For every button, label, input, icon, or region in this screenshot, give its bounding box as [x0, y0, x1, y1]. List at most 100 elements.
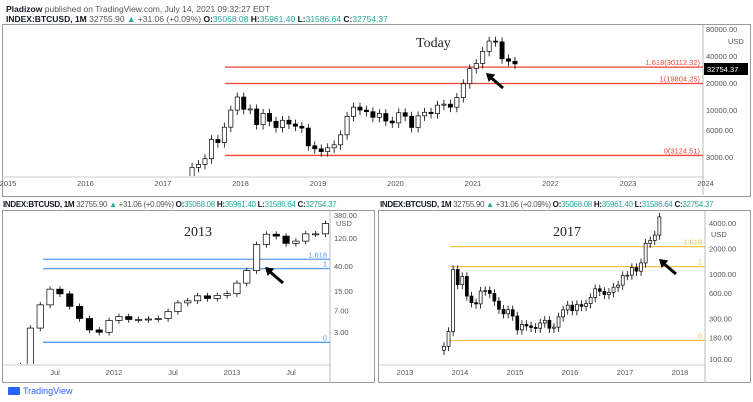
y-tick-label: 600.00 [709, 289, 732, 298]
publish-date: published on TradingView.com, July 14, 2… [44, 4, 270, 14]
candle [305, 127, 311, 147]
y-tick-label: 20000.00 [706, 79, 737, 88]
x-tick-label: 2022 [542, 179, 559, 188]
candle [474, 302, 478, 305]
candle [171, 193, 175, 201]
candle [273, 120, 279, 128]
candle [272, 233, 280, 237]
chart-2: 2013 2014 2015 2016 2017 2018 100.00 180.00 300.… [379, 211, 736, 383]
x-tick-label: 2016 [562, 368, 579, 377]
x-tick-label: 2021 [465, 179, 482, 188]
chart-panel-main[interactable] [2, 24, 751, 197]
candle [493, 40, 499, 43]
fib-level-label: 1.618(30112.32) [646, 58, 701, 67]
candle [262, 233, 270, 245]
candle [442, 345, 446, 351]
candle [363, 109, 369, 113]
ticker-line-main: INDEX:BTCUSD, 1M 32755.90 ▲ +31.06 (+0.0… [6, 14, 388, 24]
candle [66, 293, 74, 307]
candle [280, 119, 285, 128]
candle [260, 112, 266, 125]
candle [547, 319, 552, 329]
fib-level-label: 0 [698, 332, 702, 341]
candle [510, 309, 515, 317]
price-label: 32754.37 [707, 65, 738, 74]
y-tick-label: 300.00 [709, 314, 732, 323]
candle [542, 319, 547, 324]
candle [299, 125, 305, 129]
candle [570, 304, 575, 312]
tradingview-logo[interactable]: TradingView [8, 386, 73, 396]
chart-0: 2015 2016 2017 2018 2019 2020 2021 2022 2023 2024… [0, 25, 748, 201]
fib-level-label: 0(3124.51) [664, 146, 701, 155]
candle [321, 223, 329, 235]
candle [486, 40, 492, 52]
y-tick-label: 7.00 [334, 306, 349, 315]
candle [524, 324, 529, 327]
candle [164, 311, 172, 319]
arrow-head-icon [265, 267, 275, 277]
candle [389, 120, 395, 124]
candle [506, 58, 511, 62]
candle [292, 123, 298, 127]
currency-label: USD [711, 230, 727, 239]
candle [657, 216, 662, 236]
y-tick-label: 2000.00 [709, 244, 736, 253]
candle [234, 96, 240, 111]
chart-1: Jul 2012 Jul 2013 Jul 3.00 7.00 15.00 40.00 120.0… [3, 211, 357, 383]
arrow-head-icon [486, 73, 496, 83]
candle [115, 316, 123, 321]
y-tick-label: 10000.00 [706, 106, 737, 115]
x-tick-label: 2017 [155, 179, 172, 188]
candle [196, 164, 201, 168]
arrow-head-icon [659, 259, 669, 269]
candle [26, 327, 34, 364]
candle [652, 234, 657, 241]
x-tick-label: 2024 [697, 179, 714, 188]
candle [497, 300, 501, 310]
candle [467, 68, 473, 85]
ticker-line-2017: INDEX:BTCUSD, 1M 32755.90 ▲ +31.06 (+0.0… [380, 200, 714, 209]
x-tick-label: 2019 [310, 179, 327, 188]
x-tick-label: 2018 [232, 179, 249, 188]
candle [630, 267, 634, 276]
candle [575, 304, 579, 312]
chart-panel-2017[interactable] [378, 210, 751, 383]
candle [221, 126, 227, 143]
candle [312, 145, 318, 150]
candles [20, 220, 330, 364]
candle [46, 288, 54, 306]
candle [512, 60, 518, 65]
candle [643, 242, 648, 264]
candle [515, 315, 520, 331]
candle [253, 244, 261, 271]
candle [538, 322, 543, 329]
candle [95, 329, 103, 333]
candle [243, 270, 251, 284]
fib-level-label: 1.618 [308, 250, 327, 259]
fib-level-label: 1 [323, 260, 327, 269]
chart-title-2017: 2017 [553, 225, 581, 240]
candle [383, 113, 389, 122]
candle [469, 295, 474, 304]
candle [634, 267, 639, 272]
author-link[interactable]: Pladizow [6, 4, 43, 14]
x-tick-label: 2014 [452, 368, 469, 377]
candle [499, 41, 505, 60]
chart-panel-2013[interactable] [2, 210, 375, 383]
candle [396, 112, 402, 124]
candle [492, 293, 497, 302]
candle [247, 108, 253, 111]
candle [579, 304, 584, 307]
candle [620, 275, 625, 286]
candle [473, 63, 479, 69]
candle [154, 318, 162, 320]
x-tick-label: 2017 [617, 368, 634, 377]
candle [602, 291, 607, 295]
candle [254, 108, 260, 125]
candle [208, 139, 214, 160]
candle [174, 302, 182, 312]
candle [409, 115, 415, 128]
candle [451, 269, 455, 332]
